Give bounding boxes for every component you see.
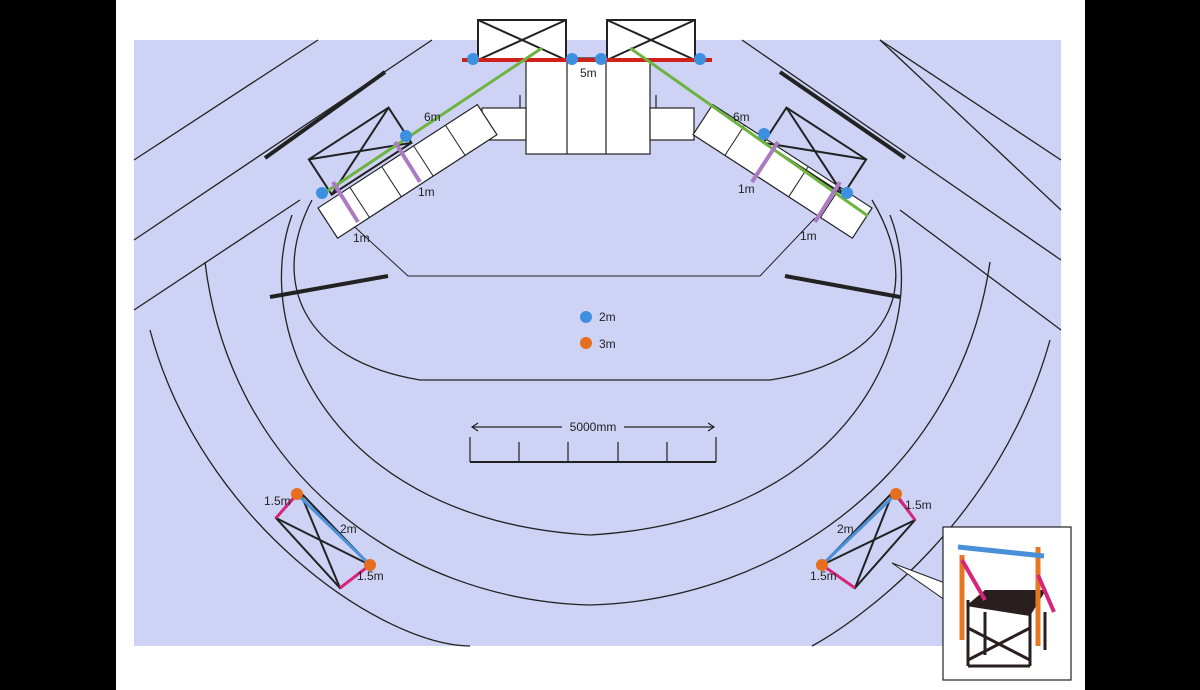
marker-blue-5 bbox=[400, 130, 412, 142]
stage-arc-outer bbox=[204, 261, 991, 606]
scale-arrowhead-right bbox=[707, 422, 716, 432]
tower-br-marker-top bbox=[890, 488, 902, 500]
label-right-span: 6m bbox=[733, 110, 750, 124]
label-br-top: 1.5m bbox=[905, 498, 932, 512]
right-riser-div-1 bbox=[724, 124, 745, 156]
left-riser-div-2 bbox=[381, 166, 402, 198]
wall-line-right-b bbox=[741, 39, 1062, 261]
brace-left-upper bbox=[393, 140, 422, 184]
tower-bl-marker-bottom bbox=[364, 559, 376, 571]
label-left-short-lower: 1m bbox=[353, 231, 370, 245]
architecture-lines bbox=[133, 39, 1062, 647]
left-riser-div-4 bbox=[445, 124, 466, 156]
legend: 2m 3m bbox=[580, 310, 616, 351]
legend-swatch-blue bbox=[580, 311, 592, 323]
inset-pipe-pink-left bbox=[960, 559, 987, 601]
scale-bar-label: 5000mm bbox=[570, 420, 617, 434]
tower-br-x2 bbox=[821, 519, 916, 566]
tower-bl-x2 bbox=[299, 491, 341, 589]
tower-bottom-left: 1.5m 2m 1.5m bbox=[264, 488, 384, 590]
label-br-bottom: 1.5m bbox=[810, 569, 837, 583]
inset-pipe-blue bbox=[957, 544, 1045, 559]
label-bl-bottom: 1.5m bbox=[357, 569, 384, 583]
wall-line-right-d bbox=[879, 39, 1062, 211]
label-bl-top: 1.5m bbox=[264, 494, 291, 508]
pipe-right-green bbox=[629, 46, 869, 218]
tower-br-pipe-blue bbox=[820, 492, 898, 567]
stage-arc-mid bbox=[280, 214, 903, 536]
tower-bl-marker-top bbox=[291, 488, 303, 500]
label-top-span: 5m bbox=[580, 66, 597, 80]
legend-label-blue: 2m bbox=[599, 310, 616, 324]
chair-seat bbox=[966, 590, 1046, 616]
tower-bottom-right: 1.5m 2m 1.5m bbox=[810, 488, 932, 590]
marker-blue-1 bbox=[467, 53, 479, 65]
label-br-diag: 2m bbox=[837, 522, 854, 536]
rail-right bbox=[778, 70, 907, 160]
tower-bl-x1 bbox=[275, 517, 371, 566]
legend-label-orange: 3m bbox=[599, 337, 616, 351]
left-riser-div-3 bbox=[413, 145, 434, 177]
inset-pipe-pink-right bbox=[1036, 574, 1056, 613]
inset-callout bbox=[891, 526, 1072, 681]
brace-left-lower bbox=[331, 180, 360, 224]
left-riser-body bbox=[317, 103, 498, 240]
tower-left-frame bbox=[307, 106, 413, 196]
wall-line-right-a bbox=[879, 39, 1062, 161]
tower-right-x2 bbox=[763, 141, 867, 161]
stage-arc-far-right bbox=[811, 339, 1051, 647]
label-right-short-upper: 1m bbox=[738, 182, 755, 196]
tower-bl-pipe-blue bbox=[295, 492, 372, 567]
marker-blue-4 bbox=[694, 53, 706, 65]
left-riser-div-1 bbox=[349, 187, 370, 218]
tower-bl-pipe-pink-bottom bbox=[339, 563, 371, 590]
wall-line-left-c bbox=[133, 199, 301, 311]
center-block bbox=[525, 57, 651, 155]
scale-arrowhead-left bbox=[470, 422, 479, 432]
brace-right-lower bbox=[813, 180, 842, 224]
legend-swatch-orange bbox=[580, 337, 592, 349]
center-wing-right bbox=[649, 107, 695, 141]
wall-line-left-a bbox=[133, 39, 319, 161]
label-left-span: 6m bbox=[424, 110, 441, 124]
stage-arc-far-left bbox=[149, 329, 471, 647]
marker-blue-6 bbox=[316, 187, 328, 199]
label-bl-diag: 2m bbox=[340, 522, 357, 536]
marker-blue-2 bbox=[566, 53, 578, 65]
chair-cross-2 bbox=[967, 626, 1031, 662]
stage-arc-inner bbox=[293, 199, 897, 381]
side-bar-left bbox=[269, 274, 389, 299]
top-towers bbox=[477, 19, 696, 61]
tower-br-marker-bottom bbox=[816, 559, 828, 571]
pipe-left-green bbox=[319, 46, 543, 198]
tower-br-pipe-pink-bottom bbox=[821, 563, 856, 590]
marker-blue-8 bbox=[841, 187, 853, 199]
scale-bar bbox=[469, 422, 717, 463]
brace-right-upper bbox=[750, 140, 780, 184]
purple-braces bbox=[331, 140, 842, 224]
label-left-short-upper: 1m bbox=[418, 185, 435, 199]
marker-blue-7 bbox=[758, 128, 770, 140]
tower-top-left-x2 bbox=[477, 19, 567, 61]
rail-left bbox=[263, 70, 387, 160]
marker-blue-3 bbox=[595, 53, 607, 65]
left-riser bbox=[317, 103, 498, 240]
director-chair-rig-icon bbox=[957, 544, 1056, 668]
side-bar-right bbox=[784, 274, 901, 299]
label-right-short-lower: 1m bbox=[800, 229, 817, 243]
blue-markers bbox=[316, 53, 853, 199]
wall-line-right-c bbox=[899, 209, 1062, 331]
back-trapezoid bbox=[344, 217, 816, 277]
tower-top-right-x2 bbox=[606, 19, 696, 61]
